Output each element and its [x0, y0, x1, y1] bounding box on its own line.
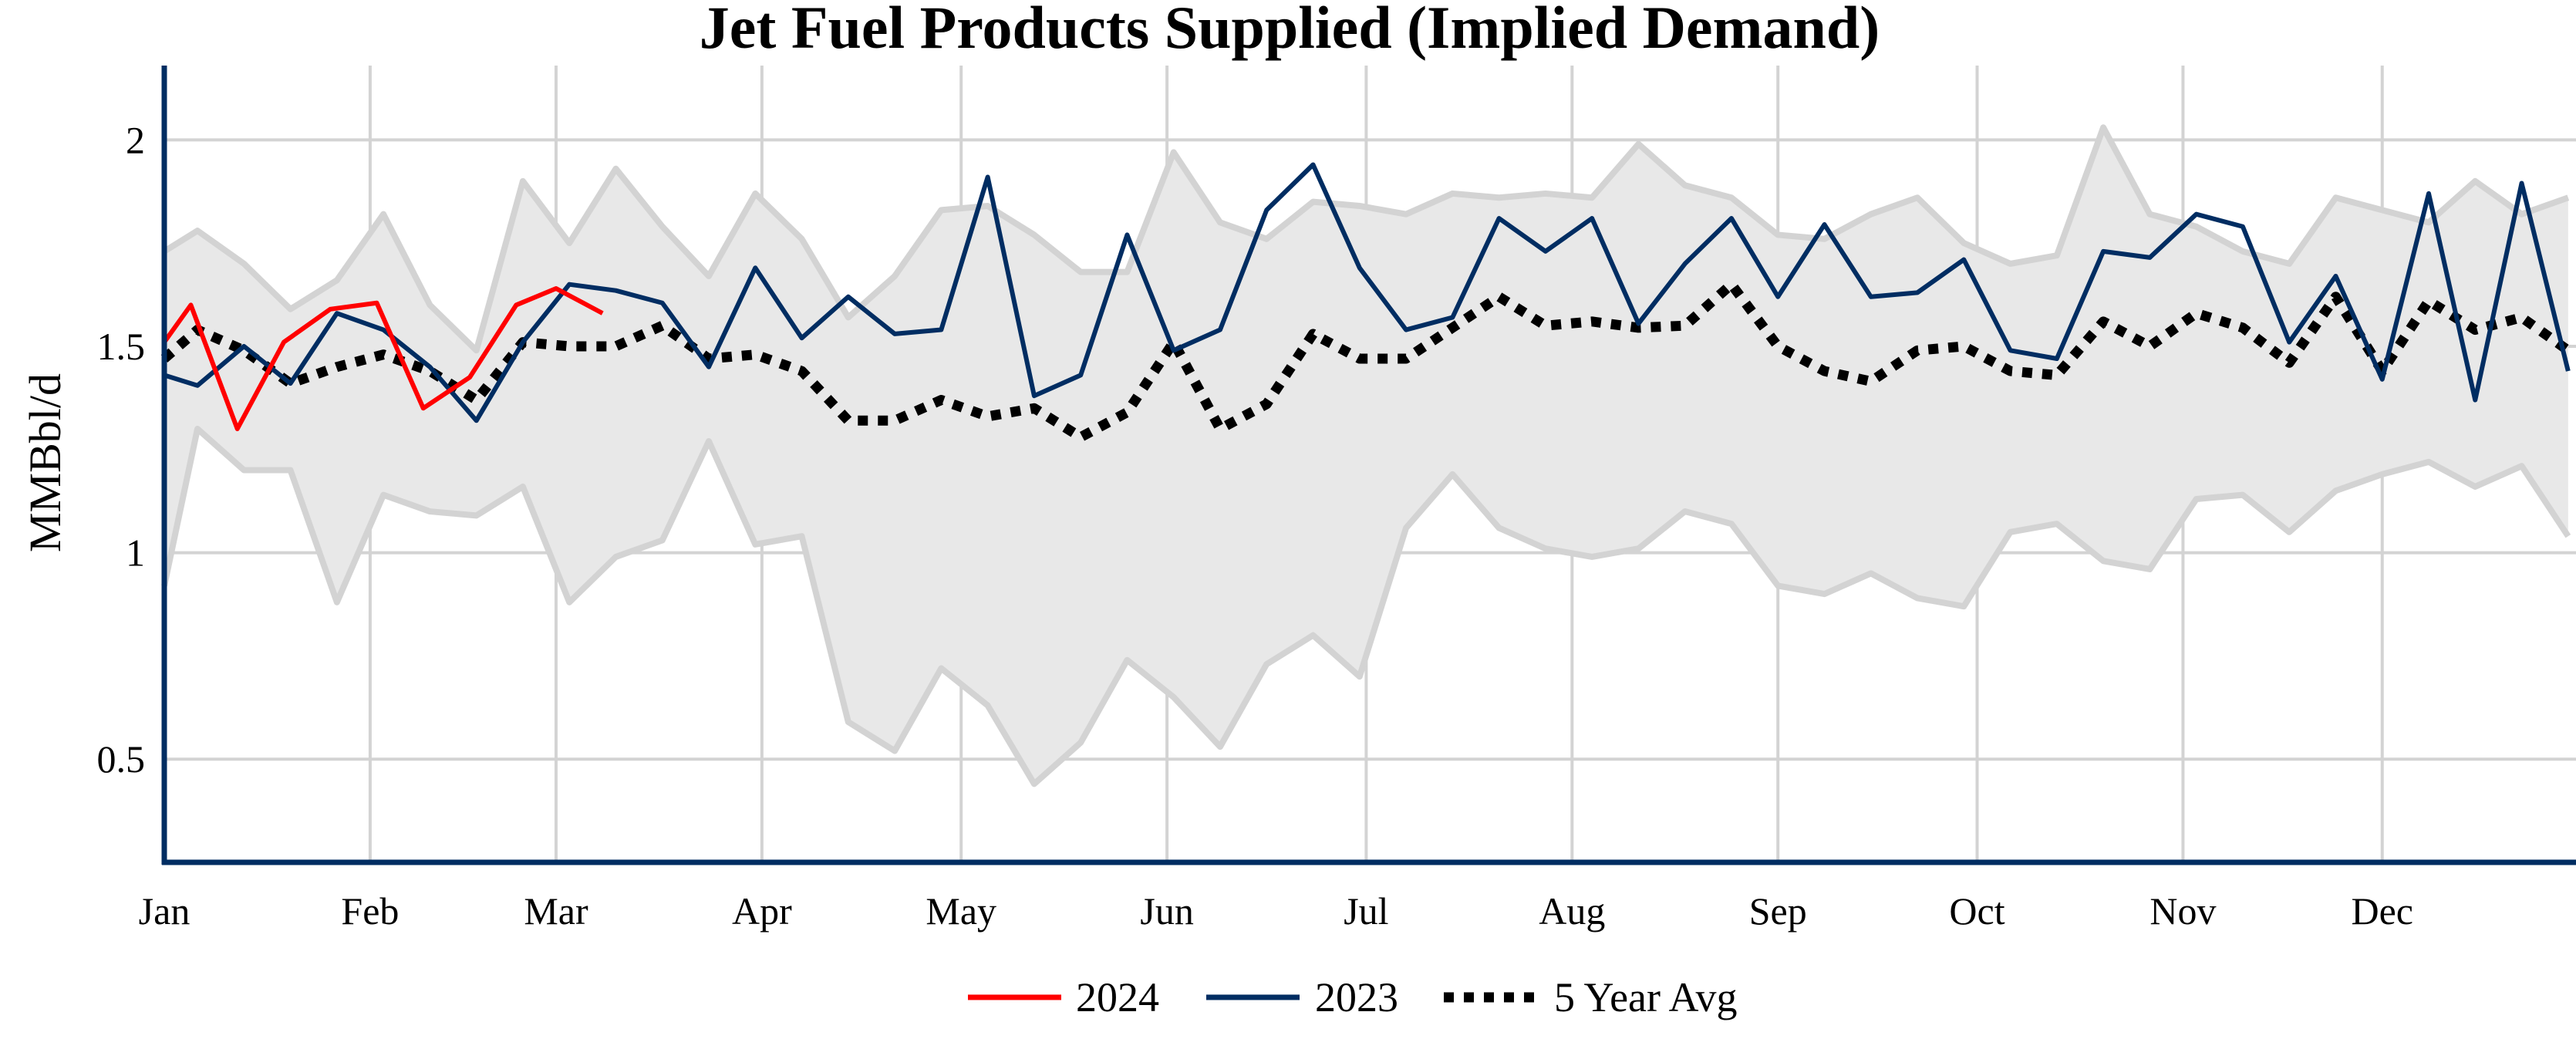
y-tick-label: 0.5 [97, 737, 146, 781]
series-line-5-year-avg [160, 279, 2571, 443]
series-line-2023 [164, 162, 2571, 423]
axes [161, 66, 2576, 865]
legend-label-2024: 2024 [1076, 974, 1159, 1020]
x-tick-label: Apr [732, 889, 792, 933]
range-band-upper-edge [162, 124, 2570, 354]
y-tick-labels: 0.5 1 1.5 2 [97, 118, 146, 781]
chart-title: Jet Fuel Products Supplied (Implied Dema… [700, 0, 1880, 61]
range-band-lower-edge [161, 426, 2571, 788]
range-band-fill [164, 127, 2568, 784]
x-tick-label: Sep [1749, 889, 1807, 933]
series-line-2024 [162, 286, 604, 432]
x-tick-label: Oct [1949, 889, 2004, 933]
y-tick-label: 1.5 [97, 325, 146, 368]
series-lines [160, 162, 2571, 443]
x-tick-label: Dec [2351, 889, 2413, 933]
x-tick-label: Jul [1344, 889, 1388, 933]
x-tick-label: Jun [1140, 889, 1193, 933]
x-tick-label: Mar [524, 889, 588, 933]
x-tick-label: Jan [139, 889, 191, 933]
five-year-range-band [161, 124, 2571, 788]
x-tick-label: May [926, 889, 996, 933]
x-tick-label: Feb [341, 889, 399, 933]
legend-label-2023: 2023 [1315, 974, 1398, 1020]
legend: 2024 2023 5 Year Avg [968, 974, 1738, 1020]
x-tick-labels: Jan Feb Mar Apr May Jun Jul Aug Sep Oct Nov Dec [139, 889, 2413, 933]
legend-label-5-year-avg: 5 Year Avg [1554, 974, 1738, 1020]
y-tick-label: 1 [126, 531, 145, 575]
y-axis-label: MMBbl/d [20, 373, 70, 552]
x-tick-label: Aug [1539, 889, 1605, 933]
x-tick-label: Nov [2149, 889, 2216, 933]
y-tick-label: 2 [126, 118, 145, 161]
